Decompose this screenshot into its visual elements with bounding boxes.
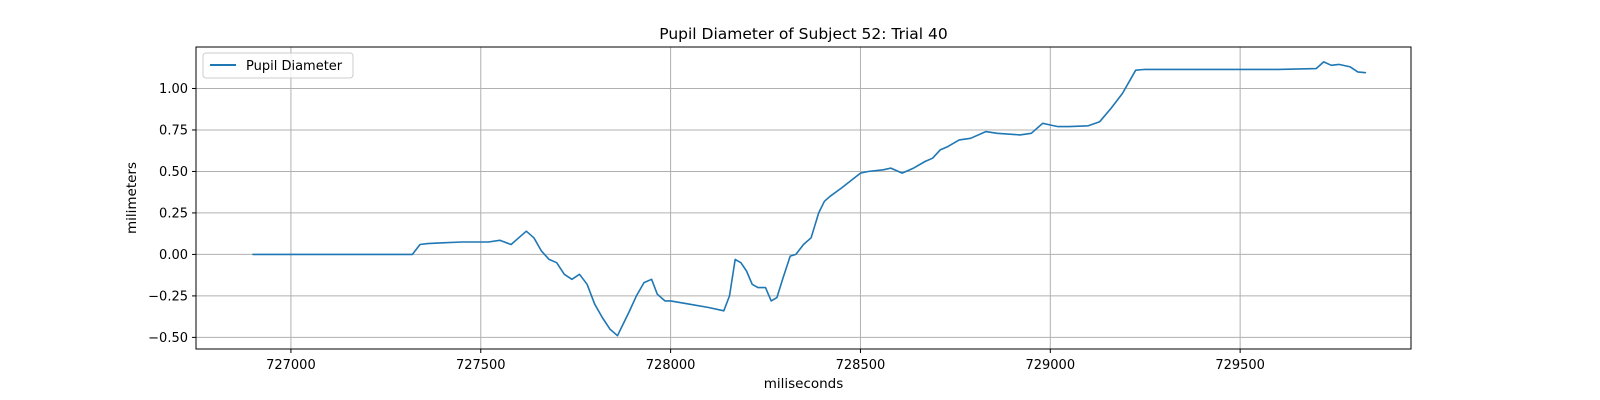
x-tick-label: 728000 xyxy=(646,358,696,373)
grid xyxy=(196,47,1411,349)
x-axis-label: miliseconds xyxy=(764,376,844,392)
x-tick-label: 729500 xyxy=(1215,358,1265,373)
chart-title: Pupil Diameter of Subject 52: Trial 40 xyxy=(659,25,948,43)
y-tick-label: 0.00 xyxy=(159,248,188,263)
y-tick-label: −0.25 xyxy=(148,289,188,304)
y-axis: −0.50 −0.25 0.00 0.25 0.50 0.75 1.00 xyxy=(148,82,196,346)
y-tick-label: 0.75 xyxy=(159,123,188,138)
legend-box xyxy=(202,52,354,79)
y-tick-label: 1.00 xyxy=(159,82,188,97)
series-line-pupil-diameter xyxy=(252,61,1367,337)
legend: Pupil Diameter xyxy=(202,52,354,79)
x-tick-label: 727500 xyxy=(456,358,506,373)
plot-frame xyxy=(195,46,1412,350)
x-tick-label: 728500 xyxy=(836,358,886,373)
y-axis-label: milimeters xyxy=(124,162,140,234)
x-tick-label: 727000 xyxy=(266,358,316,373)
plot-line-group xyxy=(252,61,1367,337)
x-tick-label: 729000 xyxy=(1025,358,1075,373)
x-axis: 727000 727500 728000 728500 729000 729500 xyxy=(266,349,1265,373)
y-tick-label: −0.50 xyxy=(148,331,188,346)
y-tick-label: 0.25 xyxy=(159,206,188,221)
legend-entry-pupil-diameter: Pupil Diameter xyxy=(246,59,343,74)
y-tick-label: 0.50 xyxy=(159,165,188,180)
